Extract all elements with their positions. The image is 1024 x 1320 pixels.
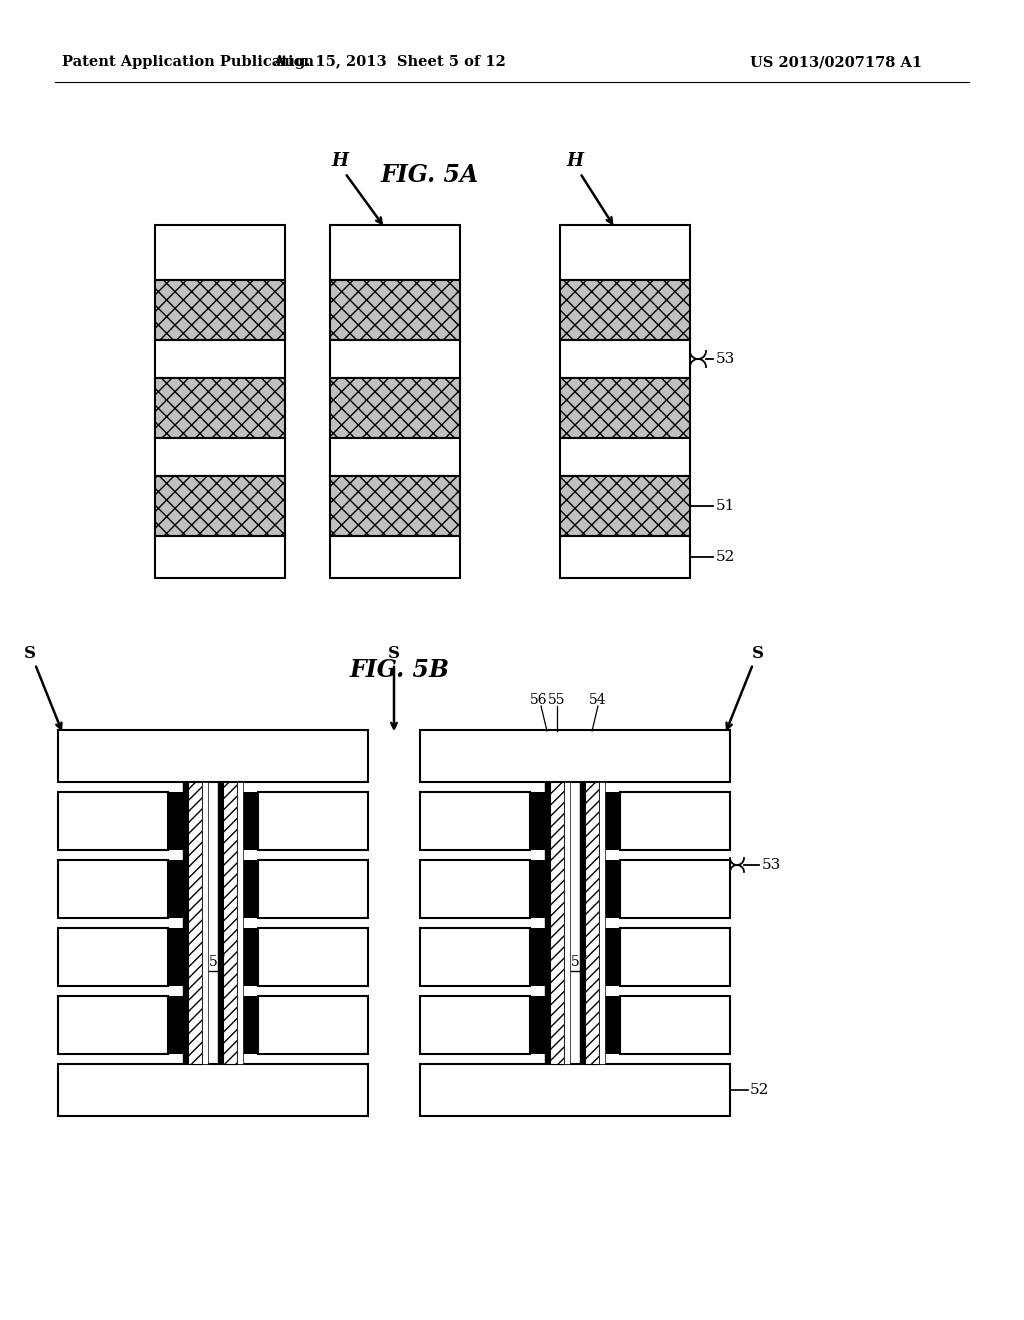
Bar — [330, 224, 460, 280]
Bar — [58, 928, 168, 986]
Bar — [155, 341, 285, 378]
Bar — [620, 997, 730, 1053]
Text: 52: 52 — [716, 550, 735, 564]
Text: 54: 54 — [589, 693, 607, 708]
Bar — [605, 792, 620, 850]
Bar — [155, 280, 285, 341]
Bar — [168, 792, 183, 850]
Bar — [605, 997, 620, 1053]
Bar — [560, 280, 690, 341]
Bar — [530, 861, 545, 917]
Text: H: H — [332, 152, 348, 170]
Bar — [258, 861, 368, 917]
Bar — [620, 792, 730, 850]
Bar — [183, 781, 188, 1064]
Bar — [560, 536, 690, 578]
Bar — [58, 792, 168, 850]
Bar — [58, 861, 168, 917]
Bar — [545, 781, 550, 1064]
Bar — [243, 928, 258, 986]
Text: 52: 52 — [750, 1082, 769, 1097]
Bar — [258, 928, 368, 986]
Bar — [420, 928, 530, 986]
Bar — [605, 861, 620, 917]
Bar — [599, 781, 605, 1064]
Bar — [530, 792, 545, 850]
Bar — [155, 378, 285, 438]
Bar — [202, 781, 208, 1064]
Bar — [550, 781, 564, 1064]
Text: Patent Application Publication: Patent Application Publication — [62, 55, 314, 69]
Text: Aug. 15, 2013  Sheet 5 of 12: Aug. 15, 2013 Sheet 5 of 12 — [273, 55, 507, 69]
Text: 57: 57 — [209, 954, 226, 969]
Bar — [168, 861, 183, 917]
Bar — [223, 781, 237, 1064]
Bar — [585, 781, 599, 1064]
Bar — [620, 928, 730, 986]
Bar — [560, 477, 690, 536]
Bar — [560, 378, 690, 438]
Bar — [330, 438, 460, 477]
Bar — [580, 781, 585, 1064]
Bar — [605, 928, 620, 986]
Bar — [58, 997, 168, 1053]
Bar — [560, 438, 690, 477]
Bar — [155, 477, 285, 536]
Bar — [243, 997, 258, 1053]
Bar — [420, 861, 530, 917]
Bar — [560, 224, 690, 280]
Text: 51: 51 — [716, 499, 735, 513]
Bar — [237, 781, 243, 1064]
Bar — [420, 997, 530, 1053]
Bar — [530, 928, 545, 986]
Bar — [58, 1064, 368, 1115]
Bar — [243, 861, 258, 917]
Bar — [620, 861, 730, 917]
Bar — [155, 438, 285, 477]
Bar — [258, 997, 368, 1053]
Bar — [330, 341, 460, 378]
Bar — [420, 730, 730, 781]
Text: 53: 53 — [716, 352, 735, 366]
Bar — [330, 378, 460, 438]
Bar — [560, 341, 690, 378]
Bar — [155, 536, 285, 578]
Text: S: S — [24, 645, 36, 663]
Bar — [330, 280, 460, 341]
Bar — [330, 477, 460, 536]
Bar — [420, 1064, 730, 1115]
Text: 53: 53 — [762, 858, 781, 873]
Text: 57: 57 — [571, 954, 589, 969]
Text: S: S — [752, 645, 764, 663]
Bar — [243, 792, 258, 850]
Text: S: S — [388, 645, 400, 663]
Bar — [168, 997, 183, 1053]
Bar — [530, 997, 545, 1053]
Bar — [58, 730, 368, 781]
Bar — [218, 781, 223, 1064]
Bar — [564, 781, 570, 1064]
Bar — [420, 792, 530, 850]
Text: US 2013/0207178 A1: US 2013/0207178 A1 — [750, 55, 923, 69]
Bar — [258, 792, 368, 850]
Text: 55: 55 — [548, 693, 565, 708]
Text: 56: 56 — [530, 693, 548, 708]
Bar — [168, 928, 183, 986]
Text: FIG. 5A: FIG. 5A — [381, 162, 479, 187]
Text: FIG. 5B: FIG. 5B — [350, 657, 450, 682]
Bar — [330, 536, 460, 578]
Text: H: H — [566, 152, 584, 170]
Bar — [188, 781, 202, 1064]
Bar — [155, 224, 285, 280]
